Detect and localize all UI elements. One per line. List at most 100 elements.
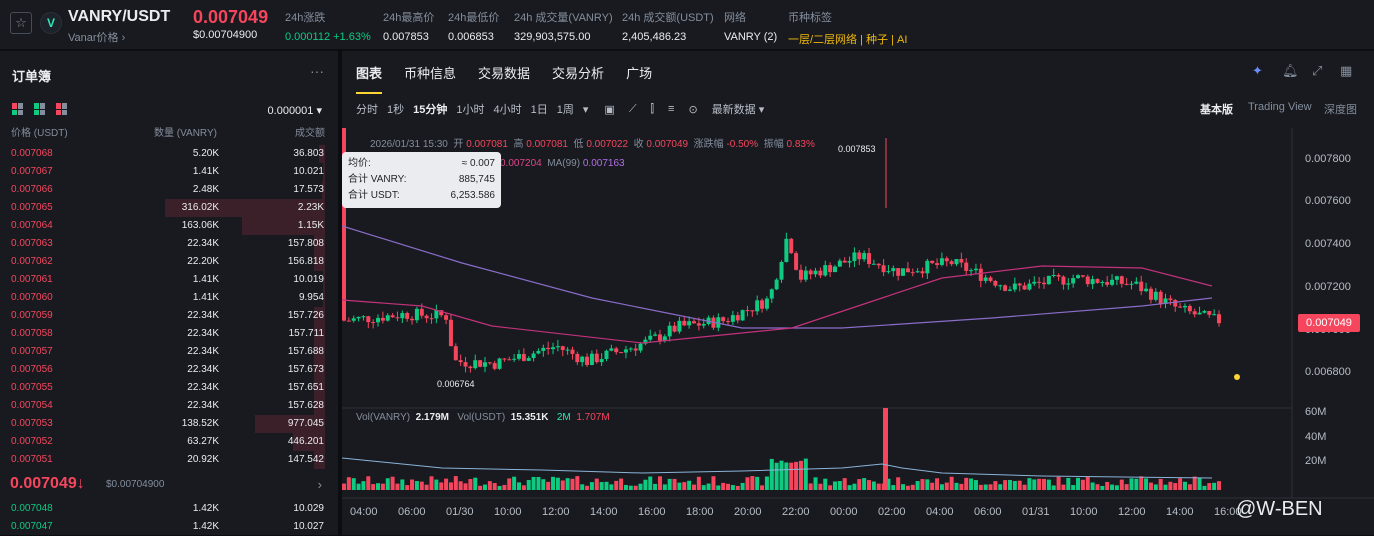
volume-bar: [716, 485, 721, 490]
ask-row[interactable]: 0.007057 22.34K 157.688: [0, 343, 338, 361]
volume-bar: [798, 460, 803, 490]
ask-row[interactable]: 0.007051 20.92K 147.542: [0, 451, 338, 469]
ask-row[interactable]: 0.007064 163.06K 1.15K: [0, 217, 338, 235]
volume-bar: [1095, 484, 1100, 490]
interval-dropdown-icon[interactable]: ▾: [582, 103, 589, 116]
depth-bar: [313, 235, 325, 253]
tab-coin-info[interactable]: 币种信息: [404, 66, 457, 81]
ask-row[interactable]: 0.007059 22.34K 157.726: [0, 307, 338, 325]
candle-body: [580, 356, 585, 363]
tab-chart[interactable]: 图表: [356, 63, 383, 94]
ask-row[interactable]: 0.007060 1.41K 9.954: [0, 289, 338, 307]
expand-icon[interactable]: ⤢: [1312, 63, 1323, 78]
candle-body: [896, 268, 901, 276]
volume-bar: [1139, 476, 1144, 490]
volume-bar: [439, 482, 444, 490]
stat-tags[interactable]: 币种标签 一层/二层网络 | 种子 | AI: [788, 12, 908, 46]
chart-canvas[interactable]: [342, 128, 1374, 535]
volume-bar: [521, 485, 526, 490]
ticker-header: ☆ V VANRY/USDT Vanar价格 › 0.007049 $0.007…: [0, 0, 1374, 50]
ask-row[interactable]: 0.007063 22.34K 157.808: [0, 235, 338, 253]
ask-row[interactable]: 0.007055 22.34K 157.651: [0, 379, 338, 397]
volume-bar: [692, 484, 696, 490]
book-asks-view-icon[interactable]: [56, 103, 68, 115]
candle-body: [857, 252, 862, 260]
view-tradingview[interactable]: Trading View: [1248, 101, 1312, 113]
volume-bar: [784, 462, 789, 490]
candle-body: [667, 325, 672, 337]
latest-data-select[interactable]: 最新数据 ▾: [711, 104, 765, 116]
symbol-name[interactable]: VANRY/USDT: [68, 8, 171, 25]
candle-body: [798, 269, 803, 280]
interval-4h[interactable]: 4小时: [493, 104, 522, 116]
ask-row[interactable]: 0.007066 2.48K 17.573: [0, 181, 338, 199]
vol-ma-line: [342, 457, 1213, 479]
settings-icon[interactable]: ≡: [668, 103, 675, 115]
candle-body: [1056, 274, 1061, 277]
ask-row[interactable]: 0.007052 63.27K 446.201: [0, 433, 338, 451]
bell-icon[interactable]: 🔔︎: [1282, 63, 1299, 78]
candle-body: [453, 346, 458, 361]
volume-bar: [638, 483, 643, 490]
volume-bar: [930, 482, 935, 490]
candle-body: [1134, 281, 1139, 284]
stat-network[interactable]: 网络 VANRY (2): [724, 12, 778, 43]
interval-1d[interactable]: 1日: [530, 104, 548, 116]
candle-body: [1046, 275, 1051, 285]
volume-bar: [1182, 481, 1187, 490]
symbol-subtitle[interactable]: Vanar价格 ›: [68, 32, 126, 44]
indicator-icon[interactable]: ⟋: [628, 102, 637, 115]
volume-bar: [585, 485, 590, 490]
more-icon[interactable]: ···: [310, 63, 324, 79]
chevron-right-icon[interactable]: ›: [317, 477, 322, 492]
ask-row[interactable]: 0.007067 1.41K 10.021: [0, 163, 338, 181]
ask-row[interactable]: 0.007056 22.34K 157.673: [0, 361, 338, 379]
interval-1w[interactable]: 1周: [556, 104, 574, 116]
candle-body: [891, 268, 896, 272]
candle-body: [444, 315, 449, 320]
bid-row[interactable]: 0.007047 1.42K 10.027: [0, 518, 338, 536]
view-depth[interactable]: 深度图: [1324, 104, 1357, 116]
ask-row[interactable]: 0.007061 1.41K 10.019: [0, 271, 338, 289]
candle-body: [867, 253, 871, 265]
volume-bar: [453, 476, 458, 490]
alert-dot-icon[interactable]: [1234, 374, 1240, 380]
ask-row[interactable]: 0.007065 316.02K 2.23K: [0, 199, 338, 217]
volume-bar: [876, 483, 881, 490]
favorite-star-icon[interactable]: ☆: [10, 12, 32, 34]
candle-body: [619, 352, 624, 354]
reset-icon[interactable]: ⊙: [688, 103, 698, 116]
interval-time[interactable]: 分时: [356, 104, 378, 116]
interval-1h[interactable]: 1小时: [456, 104, 485, 116]
ai-sparkle-icon[interactable]: ✦: [1252, 63, 1263, 78]
candle-body: [575, 353, 580, 363]
candlestick-chart[interactable]: 2026/01/31 15:30 开 0.007081 高 0.007081 低…: [342, 128, 1374, 535]
view-basic[interactable]: 基本版: [1200, 104, 1233, 116]
ask-row[interactable]: 0.007062 22.20K 156.818: [0, 253, 338, 271]
precision-select[interactable]: 0.000001 ▾: [267, 105, 322, 117]
volume-bar: [667, 478, 672, 490]
interval-15m[interactable]: 15分钟: [413, 104, 448, 116]
book-bids-view-icon[interactable]: [34, 103, 46, 115]
calendar-icon[interactable]: ▣: [604, 103, 615, 116]
tab-trading-analysis[interactable]: 交易分析: [552, 66, 605, 81]
tab-trading-data[interactable]: 交易数据: [478, 66, 531, 81]
candle-body: [614, 348, 619, 353]
candle-body: [366, 316, 371, 323]
candle-body: [419, 308, 424, 316]
tab-square[interactable]: 广场: [626, 66, 653, 81]
interval-1s[interactable]: 1秒: [387, 104, 405, 116]
ask-row[interactable]: 0.007053 138.52K 977.045: [0, 415, 338, 433]
bid-row[interactable]: 0.007048 1.42K 10.029: [0, 500, 338, 518]
candle-type-icon[interactable]: ⫿: [650, 102, 655, 115]
ask-row[interactable]: 0.007054 22.34K 157.628: [0, 397, 338, 415]
ask-row[interactable]: 0.007068 5.20K 36.803: [0, 145, 338, 163]
ask-row[interactable]: 0.007058 22.34K 157.711: [0, 325, 338, 343]
candle-body: [1163, 298, 1168, 304]
candle-body: [1139, 281, 1144, 292]
grid-icon[interactable]: ▦: [1340, 63, 1353, 78]
candle-body: [492, 363, 497, 369]
book-both-view-icon[interactable]: [12, 103, 24, 115]
volume-bar: [551, 476, 556, 490]
candle-body: [609, 348, 614, 351]
